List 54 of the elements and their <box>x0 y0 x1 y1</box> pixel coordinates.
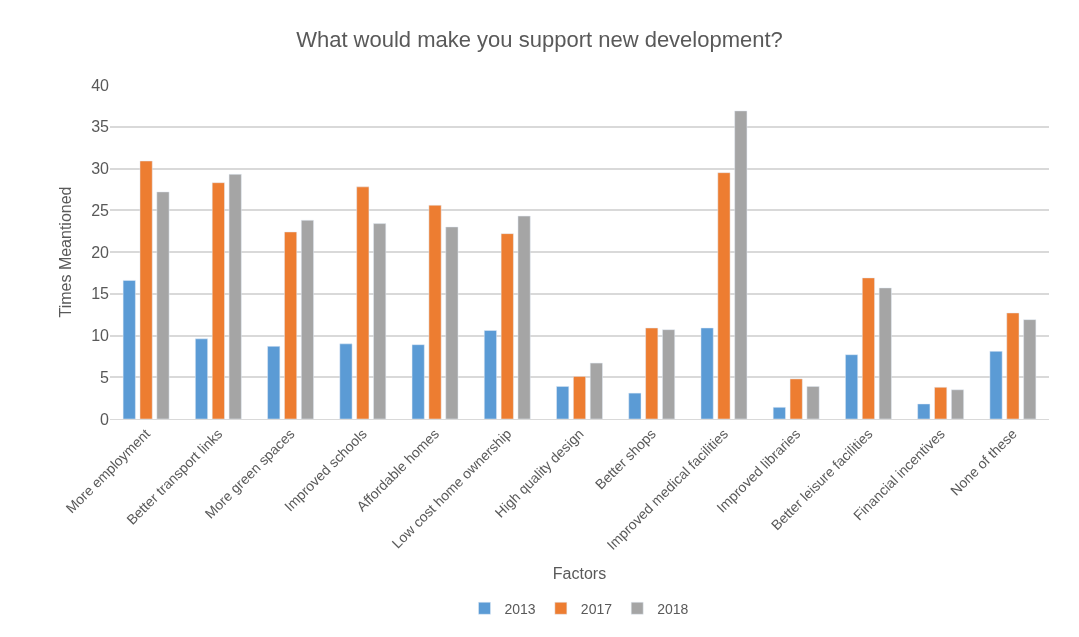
bar <box>989 351 1003 419</box>
bar <box>878 287 892 419</box>
bar <box>228 174 242 419</box>
y-tick-label: 0 <box>100 410 110 428</box>
bar <box>1023 319 1037 419</box>
legend-label: 2013 <box>504 600 536 617</box>
y-tick-label: 5 <box>100 368 110 386</box>
bar <box>645 327 659 419</box>
bar <box>373 223 387 419</box>
y-axis-title: Times Meantioned <box>57 186 75 318</box>
y-tick-label: 40 <box>91 76 110 94</box>
bar <box>484 330 497 419</box>
bar <box>917 403 931 419</box>
bar <box>951 389 964 419</box>
bar <box>734 110 748 419</box>
bar <box>589 362 603 419</box>
bar <box>445 226 459 419</box>
bar <box>772 407 786 419</box>
y-tick-label: 10 <box>91 327 110 345</box>
y-tick-label: 20 <box>91 243 110 261</box>
bar <box>1006 312 1020 419</box>
bar <box>573 376 586 419</box>
bar <box>156 191 170 419</box>
legend-label: 2017 <box>580 600 613 617</box>
y-tick-label: 25 <box>91 201 110 219</box>
bar <box>267 346 281 419</box>
y-tick-label: 15 <box>91 285 110 303</box>
bar <box>122 280 136 419</box>
bar <box>845 354 858 419</box>
chart-title: What would make you support new development? <box>296 27 783 53</box>
bar <box>195 338 208 419</box>
bar <box>284 231 297 419</box>
bar <box>789 378 803 419</box>
bar <box>806 386 820 419</box>
bar <box>862 277 875 419</box>
bar <box>411 344 425 419</box>
bar <box>339 343 353 419</box>
bar <box>356 186 370 419</box>
bar <box>662 329 675 419</box>
bar <box>139 160 153 419</box>
y-tick-label: 30 <box>91 160 110 178</box>
bar <box>717 172 731 419</box>
bar <box>500 233 514 419</box>
bar <box>628 392 642 419</box>
bar <box>700 327 714 419</box>
bar <box>211 182 225 419</box>
bar <box>301 220 314 419</box>
bar <box>934 387 948 419</box>
y-tick-label: 35 <box>91 118 110 136</box>
bar <box>517 215 531 419</box>
x-axis-title: Factors <box>552 564 607 582</box>
bar <box>428 204 442 419</box>
legend-label: 2018 <box>657 600 689 617</box>
bar <box>556 386 570 419</box>
